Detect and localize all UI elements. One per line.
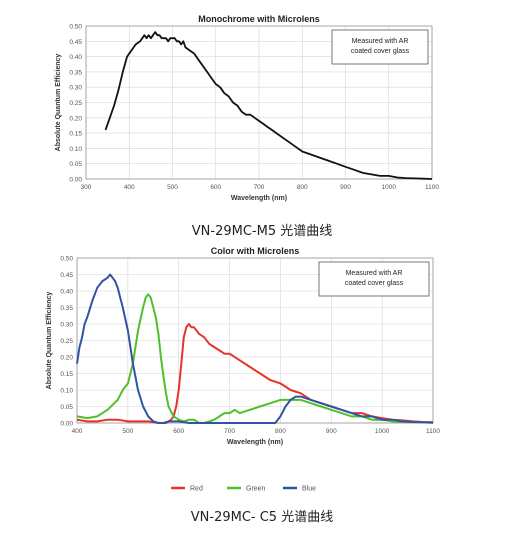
y-tick-label: 0.00 [69, 177, 82, 184]
chart-color: Color with Microlens 0.00 0.05 0.10 0.15 0.20… [46, 246, 440, 493]
x-tick-label: 900 [340, 184, 351, 191]
x-tick-label: 600 [210, 184, 221, 191]
x-tick-label: 900 [326, 428, 337, 435]
x-tick-label: 800 [297, 184, 308, 191]
y-tick-label: 0.25 [69, 100, 82, 107]
y-tick-label: 0.10 [69, 146, 82, 153]
y-tick-label: 0.10 [60, 388, 73, 395]
annotation-text: coated cover glass [345, 280, 404, 287]
y-tick-label: 0.25 [60, 338, 73, 345]
y-tick-label: 0.50 [60, 256, 73, 263]
series-line-blue [76, 273, 434, 424]
x-tick-label: 500 [122, 428, 133, 435]
y-tick-label: 0.00 [60, 421, 73, 428]
x-tick-label: 600 [173, 428, 184, 435]
y-tick-label: 0.50 [69, 24, 82, 31]
caption-color: VN-29MC- C5 光谱曲线 [190, 510, 334, 525]
y-axis-label: Absolute Quantum Efficiency [46, 292, 53, 390]
legend-label-red: Red [190, 486, 203, 493]
caption-monochrome: VN-29MC-M5 光谱曲线 [191, 224, 333, 239]
y-tick-label: 0.15 [60, 371, 73, 378]
y-tick-label: 0.05 [60, 404, 73, 411]
x-tick-label: 1000 [375, 428, 390, 435]
x-tick-label: 700 [224, 428, 235, 435]
x-tick-label: 1000 [382, 184, 397, 191]
x-tick-label: 700 [254, 184, 265, 191]
y-tick-label: 0.45 [69, 39, 82, 46]
y-tick-label: 0.40 [69, 54, 82, 61]
chart-title: Color with Microlens [211, 246, 300, 256]
y-tick-label: 0.20 [69, 115, 82, 122]
y-axis-label: Absolute Quantum Efficiency [55, 54, 62, 152]
y-tick-label: 0.35 [69, 69, 82, 76]
x-axis-label: Wavelength (nm) [231, 195, 287, 202]
x-tick-label: 400 [72, 428, 83, 435]
x-tick-label: 800 [275, 428, 286, 435]
legend-label-green: Green [246, 486, 266, 493]
annotation-text: Measured with AR [352, 38, 409, 45]
plot-frame [85, 25, 433, 180]
series-line-green [76, 293, 434, 424]
series-line-mono [104, 31, 433, 180]
annotation-box [318, 261, 430, 297]
y-tick-label: 0.45 [60, 272, 73, 279]
x-tick-label: 1100 [426, 428, 440, 435]
y-tick-label: 0.30 [69, 85, 82, 92]
y-tick-label: 0.30 [60, 322, 73, 329]
annotation-text: Measured with AR [346, 270, 403, 277]
y-tick-label: 0.35 [60, 305, 73, 312]
legend-label-blue: Blue [302, 486, 316, 493]
x-tick-label: 400 [124, 184, 135, 191]
x-axis-label: Wavelength (nm) [227, 439, 283, 446]
chart-title: Monochrome with Microlens [198, 14, 320, 24]
annotation-box [331, 29, 429, 65]
chart-monochrome: Monochrome with Microlens 0.00 0.05 0.10 0.1… [55, 14, 439, 202]
y-tick-label: 0.40 [60, 289, 73, 296]
x-tick-label: 1100 [425, 184, 439, 191]
x-tick-label: 300 [81, 184, 92, 191]
x-tick-label: 500 [167, 184, 178, 191]
y-tick-label: 0.15 [69, 131, 82, 138]
y-tick-label: 0.05 [69, 161, 82, 168]
y-tick-label: 0.20 [60, 355, 73, 362]
annotation-text: coated cover glass [351, 48, 410, 55]
